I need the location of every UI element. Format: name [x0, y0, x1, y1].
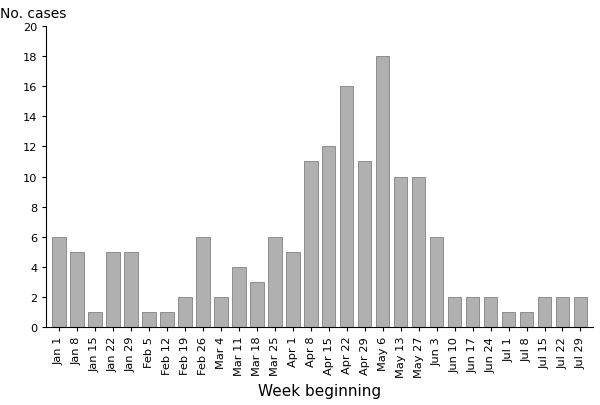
- Bar: [502, 312, 515, 327]
- Bar: [340, 87, 353, 327]
- Bar: [448, 297, 461, 327]
- Bar: [322, 147, 335, 327]
- Bar: [538, 297, 551, 327]
- X-axis label: Week beginning: Week beginning: [258, 383, 382, 398]
- Bar: [178, 297, 191, 327]
- Text: No. cases: No. cases: [0, 7, 67, 21]
- Bar: [376, 57, 389, 327]
- Bar: [70, 252, 84, 327]
- Bar: [412, 177, 425, 327]
- Bar: [88, 312, 102, 327]
- Bar: [358, 162, 371, 327]
- Bar: [160, 312, 173, 327]
- Bar: [304, 162, 317, 327]
- Bar: [466, 297, 479, 327]
- Bar: [142, 312, 155, 327]
- Bar: [52, 237, 66, 327]
- Bar: [574, 297, 587, 327]
- Bar: [124, 252, 138, 327]
- Bar: [394, 177, 407, 327]
- Bar: [286, 252, 299, 327]
- Bar: [430, 237, 443, 327]
- Bar: [520, 312, 533, 327]
- Bar: [250, 282, 263, 327]
- Bar: [484, 297, 497, 327]
- Bar: [268, 237, 281, 327]
- Bar: [106, 252, 120, 327]
- Bar: [232, 267, 245, 327]
- Bar: [214, 297, 227, 327]
- Bar: [196, 237, 209, 327]
- Bar: [556, 297, 569, 327]
